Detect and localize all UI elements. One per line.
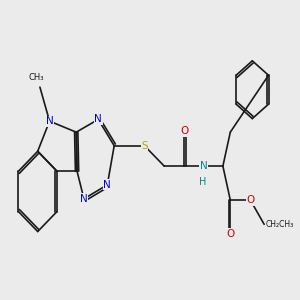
Text: O: O <box>246 195 254 205</box>
Text: CH₃: CH₃ <box>28 73 44 82</box>
Text: N: N <box>103 180 111 190</box>
Text: CH₂CH₃: CH₂CH₃ <box>266 220 294 229</box>
Text: H: H <box>200 177 207 187</box>
Text: N: N <box>94 114 102 124</box>
Text: O: O <box>180 126 188 136</box>
Text: N: N <box>46 116 53 126</box>
Text: O: O <box>226 229 234 239</box>
Text: N: N <box>80 194 88 204</box>
Text: N: N <box>200 161 208 171</box>
Text: S: S <box>141 141 148 151</box>
